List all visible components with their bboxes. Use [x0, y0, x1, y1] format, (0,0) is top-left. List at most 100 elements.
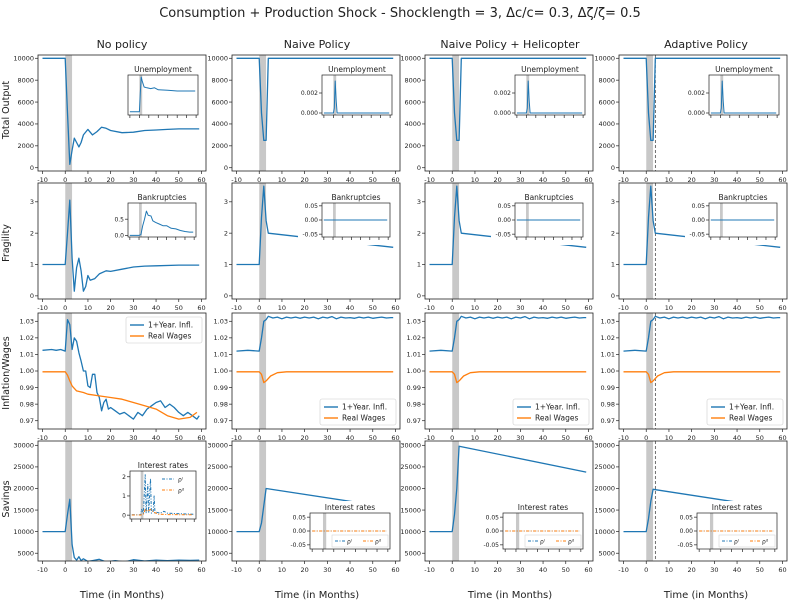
inset-frame [514, 74, 586, 116]
panel-xtick-label: 0 [257, 304, 261, 312]
panel-xtick-label: 40 [346, 434, 354, 442]
x-axis-label-2: Time (in Months) [274, 590, 359, 601]
inset-frame [127, 74, 199, 116]
panel-xtick-label: 60 [778, 176, 786, 184]
inset-series-line [129, 76, 196, 113]
inset-title: Bankruptcies [137, 193, 186, 202]
panel-ytick-label: 30000 [400, 442, 421, 450]
panel-series-line [42, 318, 200, 420]
panel-xtick-label: 0 [257, 434, 261, 442]
panel-frame [231, 312, 401, 430]
panel-xtick-label: -10 [37, 566, 48, 574]
panel-xtick-label: 60 [197, 566, 205, 574]
legend: 1+Year. Infl. Real Wages [125, 316, 203, 344]
panel-xtick-label: 40 [152, 566, 160, 574]
panel-frame [424, 440, 594, 562]
panel-ytick-label: 4000 [17, 120, 34, 128]
panel-ytick-label: 1.00 [214, 367, 228, 375]
panel-xtick-label: 10 [278, 566, 286, 574]
panel-xtick-label: 60 [584, 304, 592, 312]
panel-ytick-label: 10000 [207, 528, 228, 536]
inset-ytick-label: 1 [122, 493, 126, 500]
panel-xtick-label: 50 [369, 434, 377, 442]
panel-series-line [429, 371, 587, 384]
panel-xtick-label: 50 [175, 176, 183, 184]
panel-ytick-label: 25000 [400, 463, 421, 471]
inset-ytick-label: 0.000 [494, 110, 511, 117]
panel-xtick-label: 40 [152, 176, 160, 184]
inset-title: Interest rates [712, 503, 763, 512]
panel-ytick-label: 10000 [594, 54, 615, 62]
panel-xtick-label: 10 [471, 434, 479, 442]
inset-ytick-label: -0.05 [290, 542, 306, 549]
inset-ytick-label: -0.05 [689, 231, 705, 238]
panel-xtick-label: 40 [346, 176, 354, 184]
panel-ytick-label: 5000 [17, 549, 34, 557]
legend: 1+Year. Infl. Real Wages [319, 398, 397, 426]
legend-label: 1+Year. Infl. [342, 403, 387, 412]
panel-xtick-label: 30 [129, 176, 137, 184]
panel-ytick-label: 4000 [598, 120, 615, 128]
panel-frame [618, 182, 788, 300]
panel-ytick-label: 1.03 [601, 317, 615, 325]
panel-ytick-label: 0.97 [601, 417, 615, 425]
panel-xtick-label: 50 [175, 566, 183, 574]
panel-xtick-label: 40 [733, 566, 741, 574]
panel-ytick-label: 1.02 [20, 334, 34, 342]
panel-ytick-label: 1.02 [601, 334, 615, 342]
panel-xtick-label: 50 [369, 566, 377, 574]
panel-series-line [42, 199, 200, 292]
panel-xtick-label: 50 [756, 176, 764, 184]
panel-xtick-label: 20 [107, 176, 115, 184]
row-label-total-output: Total Output [1, 81, 12, 140]
panel-xtick-label: 20 [494, 304, 502, 312]
legend-label: 1+Year. Infl. [729, 403, 774, 412]
panel-xtick-label: 40 [152, 434, 160, 442]
panel-savings-adaptive-policy: 5000 10000 15000 20000 25000 30000 -10 0 10 20 30 4… [594, 440, 788, 574]
panel-inflation-wages-adaptive-policy: 0.97 0.98 0.99 1.00 1.01 1.02 1.03 -10 0 10 20 30 40… [601, 312, 788, 442]
panel-shock-window [65, 55, 73, 171]
inset-series-line [516, 80, 583, 114]
panel-xtick-label: 30 [710, 176, 718, 184]
panel-xtick-label: -10 [618, 434, 629, 442]
inset-frame [321, 202, 391, 238]
inset-interest-rates: Interest rates -0.05 0.00 0.05 ρˡ ρᵈ [286, 501, 394, 557]
panel-xtick-label: 10 [471, 304, 479, 312]
panel-xtick-label: -10 [618, 304, 629, 312]
panel-ytick-label: 1 [417, 261, 421, 269]
panel-xtick-label: 20 [688, 434, 696, 442]
panel-ytick-label: 2000 [598, 142, 615, 150]
panel-shock-window [65, 313, 73, 429]
panel-xtick-label: 30 [129, 434, 137, 442]
panel-frame [37, 182, 207, 300]
panel-shock-window [259, 183, 267, 299]
inset-title: Interest rates [138, 461, 189, 470]
inset-frame [708, 202, 778, 238]
panel-ytick-label: 1.02 [407, 334, 421, 342]
panel-xtick-label: 30 [710, 434, 718, 442]
inset-legend-label: ρᵈ [762, 539, 769, 546]
panel-ytick-label: 6000 [17, 98, 34, 106]
panel-ytick-label: 5000 [404, 549, 421, 557]
inset-ytick-label: 2 [122, 474, 126, 481]
inset-series-line [323, 80, 390, 114]
panel-ytick-label: 1 [611, 261, 615, 269]
legend-box [319, 398, 397, 426]
panel-ytick-label: 2000 [404, 142, 421, 150]
panel-xtick-label: -10 [424, 566, 435, 574]
inset-ytick-label: 0.05 [692, 203, 706, 210]
panel-xtick-label: 10 [471, 566, 479, 574]
panel-ytick-label: 1.01 [601, 351, 615, 359]
panel-ytick-label: 2 [417, 229, 421, 237]
inset-ytick-label: 0.00 [486, 528, 500, 535]
panel-xtick-label: 10 [665, 566, 673, 574]
inset-bankruptcies: Bankruptcies 0.0 0.5 [104, 191, 200, 245]
panel-series-line [623, 488, 781, 533]
panel-frame [231, 440, 401, 562]
panel-xtick-label: 20 [688, 304, 696, 312]
panel-xtick-label: 60 [391, 434, 399, 442]
panel-xtick-label: 10 [665, 434, 673, 442]
panel-ytick-label: 0.99 [20, 384, 34, 392]
inset-title: Unemployment [715, 65, 773, 74]
